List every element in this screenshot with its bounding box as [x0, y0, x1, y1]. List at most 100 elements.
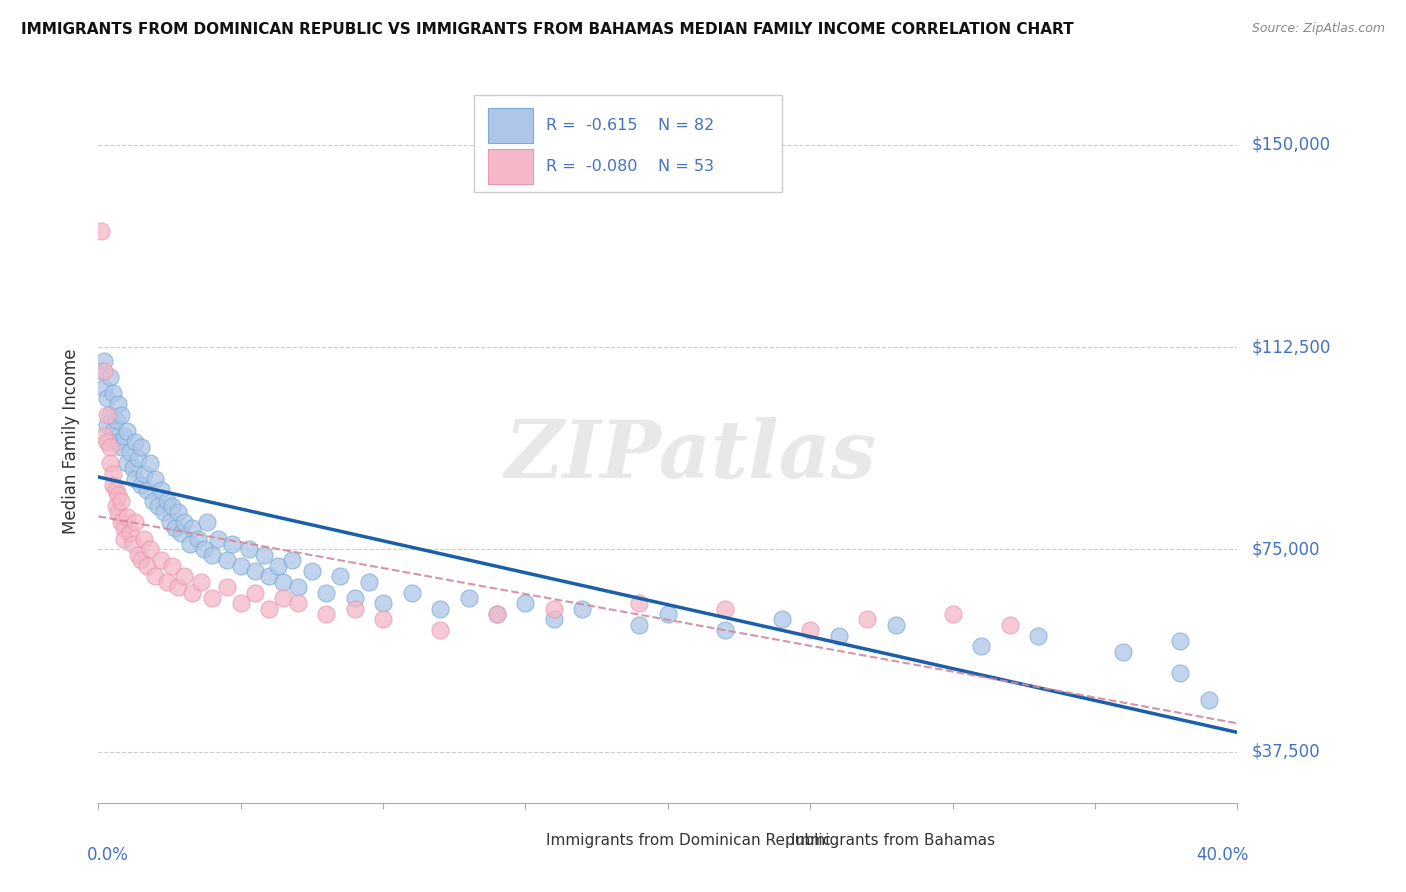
Point [259, 569, 281, 583]
Point [173, 516, 195, 530]
Point [101, 424, 124, 438]
Point [571, 601, 593, 615]
Text: ZIPatlas: ZIPatlas [505, 417, 877, 495]
Point [124, 434, 146, 449]
Point [96, 408, 118, 422]
Point [187, 532, 209, 546]
Point [98, 440, 121, 454]
Point [129, 440, 152, 454]
Point [124, 472, 146, 486]
Point [243, 585, 266, 599]
Point [110, 493, 132, 508]
Point [90, 224, 112, 238]
Point [93, 381, 115, 395]
Point [170, 526, 193, 541]
Point [93, 429, 115, 443]
Point [112, 521, 135, 535]
Point [273, 591, 295, 605]
Point [273, 574, 295, 589]
Point [129, 477, 152, 491]
Point [159, 516, 181, 530]
Point [148, 500, 170, 514]
Point [329, 569, 352, 583]
Point [714, 624, 737, 638]
Point [221, 537, 243, 551]
Point [215, 580, 238, 594]
Point [267, 558, 290, 573]
Point [207, 532, 229, 546]
Point [429, 601, 451, 615]
Point [173, 569, 195, 583]
Point [156, 574, 179, 589]
Y-axis label: Median Family Income: Median Family Income [62, 349, 80, 534]
Point [1112, 645, 1135, 659]
Point [104, 483, 127, 497]
Point [315, 585, 337, 599]
Point [101, 477, 124, 491]
Point [1170, 666, 1192, 681]
Point [457, 591, 479, 605]
Text: IMMIGRANTS FROM DOMINICAN REPUBLIC VS IMMIGRANTS FROM BAHAMAS MEDIAN FAMILY INCO: IMMIGRANTS FROM DOMINICAN REPUBLIC VS IM… [21, 22, 1074, 37]
Point [127, 548, 149, 562]
Text: Immigrants from Dominican Republic: Immigrants from Dominican Republic [546, 833, 831, 848]
Point [124, 516, 146, 530]
Point [1170, 634, 1192, 648]
Point [229, 558, 252, 573]
Text: R =  -0.615    N = 82: R = -0.615 N = 82 [546, 119, 714, 133]
Point [110, 516, 132, 530]
Point [315, 607, 337, 621]
Point [153, 505, 176, 519]
Point [118, 445, 141, 459]
Point [373, 612, 395, 626]
Point [104, 413, 127, 427]
Point [343, 601, 366, 615]
Point [543, 601, 565, 615]
Point [543, 612, 565, 626]
Text: $75,000: $75,000 [1251, 541, 1320, 558]
Point [132, 532, 155, 546]
Point [98, 456, 121, 470]
Point [110, 408, 132, 422]
Point [118, 526, 141, 541]
Point [93, 353, 115, 368]
FancyBboxPatch shape [509, 830, 540, 851]
Text: Source: ZipAtlas.com: Source: ZipAtlas.com [1251, 22, 1385, 36]
Point [135, 483, 157, 497]
Point [138, 456, 160, 470]
Point [115, 424, 138, 438]
Point [162, 558, 184, 573]
Point [856, 612, 879, 626]
Point [121, 537, 143, 551]
Point [301, 564, 323, 578]
Point [373, 596, 395, 610]
Point [215, 553, 238, 567]
Text: 40.0%: 40.0% [1197, 847, 1249, 864]
Point [970, 640, 993, 654]
Point [628, 596, 651, 610]
Point [115, 510, 138, 524]
Point [132, 467, 155, 481]
Point [115, 456, 138, 470]
Point [179, 537, 201, 551]
Point [93, 364, 115, 378]
Text: $112,500: $112,500 [1251, 338, 1330, 356]
Point [145, 569, 167, 583]
Text: $150,000: $150,000 [1251, 136, 1330, 154]
Point [145, 472, 167, 486]
Point [628, 618, 651, 632]
Point [828, 629, 851, 643]
Point [150, 553, 173, 567]
Point [942, 607, 965, 621]
Point [343, 591, 366, 605]
Point [90, 364, 112, 378]
Point [112, 532, 135, 546]
Point [167, 580, 190, 594]
Point [96, 392, 118, 406]
Point [884, 618, 907, 632]
Point [243, 564, 266, 578]
Point [138, 542, 160, 557]
Point [657, 607, 679, 621]
Point [195, 516, 218, 530]
Point [112, 429, 135, 443]
Point [135, 558, 157, 573]
